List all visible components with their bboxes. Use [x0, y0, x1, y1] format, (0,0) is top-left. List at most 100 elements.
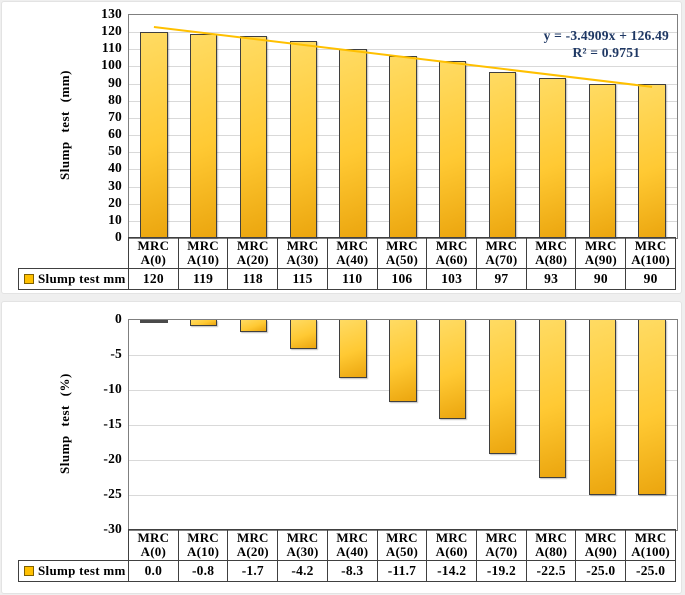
y-tick-label: -15 — [103, 416, 122, 431]
y-tick-label: -20 — [103, 451, 122, 466]
legend-swatch-icon — [24, 566, 34, 576]
y-axis-tick-labels: 130 120 110 100 90 80 70 60 50 40 30 20 10 0 — [2, 2, 122, 293]
bar-slot — [378, 15, 428, 238]
bar — [389, 56, 417, 238]
category-cell: MRC A(20) — [227, 529, 279, 561]
y-tick-label: -30 — [103, 521, 122, 536]
value-cell: 119 — [177, 268, 229, 290]
value-cell: 115 — [277, 268, 328, 290]
bar-slot — [328, 15, 378, 238]
y-axis-tick-labels: 0 -5 -10 -15 -20 -25 -30 — [2, 302, 122, 593]
bar-slot — [179, 15, 229, 238]
category-cell: MRC A(0) — [128, 237, 179, 269]
y-tick-label: 70 — [108, 108, 122, 124]
legend-cell: Slump test mm — [18, 560, 129, 582]
category-cell: MRC A(0) — [128, 529, 179, 561]
y-tick-label: 60 — [108, 126, 122, 142]
bar — [488, 71, 517, 238]
value-cell: 103 — [426, 268, 478, 290]
value-cell: -11.7 — [376, 560, 428, 582]
y-tick-label: 30 — [108, 177, 122, 193]
bar — [588, 320, 616, 495]
bar — [190, 33, 218, 238]
bar-slot — [378, 320, 428, 530]
value-cell: 97 — [476, 268, 527, 290]
value-cell: -22.5 — [525, 560, 577, 582]
bar-slot — [229, 320, 279, 530]
category-row: MRC A(0) MRC A(10) MRC A(20) MRC A(30) MRC A(40) M… — [19, 529, 676, 561]
gridline — [129, 32, 677, 34]
bar-slot — [478, 320, 528, 530]
category-cell: MRC A(40) — [326, 237, 378, 269]
value-cell: 120 — [128, 268, 179, 290]
value-row: Slump test mm 120 119 118 115 110 106 103 97 93 90… — [18, 268, 676, 290]
category-cell: MRC A(60) — [426, 529, 478, 561]
y-tick-label: 20 — [108, 194, 122, 210]
legend-swatch-icon — [24, 274, 34, 284]
value-cell: 93 — [525, 268, 577, 290]
category-cell: MRC A(20) — [227, 237, 279, 269]
gridline — [129, 460, 677, 461]
category-cell: MRC A(100) — [625, 529, 676, 561]
bar-slot — [229, 15, 279, 238]
y-tick-label: -10 — [103, 381, 122, 396]
bar-slot — [129, 320, 179, 530]
category-cell: MRC A(80) — [525, 529, 577, 561]
category-cell: MRC A(40) — [326, 529, 378, 561]
value-cell: -14.2 — [426, 560, 478, 582]
bar-slot — [627, 320, 677, 530]
bar-series — [129, 15, 677, 238]
y-tick-label: 120 — [101, 23, 122, 39]
bar — [339, 49, 367, 238]
trendline — [153, 26, 653, 88]
value-cell: -4.2 — [277, 560, 328, 582]
category-cell: MRC A(10) — [177, 529, 229, 561]
category-cell: MRC A(70) — [476, 237, 527, 269]
y-tick-label: 0 — [115, 229, 122, 244]
value-cell: 118 — [227, 268, 279, 290]
bar-slot — [528, 15, 578, 238]
bar — [239, 320, 268, 332]
data-table: MRC A(0) MRC A(10) MRC A(20) MRC A(30) MRC A(40) M… — [18, 529, 676, 582]
bar — [140, 32, 168, 238]
value-cell: -25.0 — [575, 560, 627, 582]
bar-slot — [428, 320, 478, 530]
table-spacer-cell — [19, 238, 129, 269]
category-cell: MRC A(90) — [575, 529, 627, 561]
bar — [140, 320, 168, 323]
y-tick-label: -25 — [103, 486, 122, 501]
bar — [439, 320, 467, 420]
bar-slot — [428, 15, 478, 238]
value-cell: -8.3 — [326, 560, 378, 582]
bar-slot — [528, 320, 578, 530]
value-cell: 90 — [575, 268, 627, 290]
bar — [339, 320, 367, 379]
y-tick-label: 110 — [101, 40, 122, 56]
bar-slot — [577, 320, 627, 530]
trendline-equation: y = -3.4909x + 126.49 R² = 0.9751 — [544, 27, 669, 61]
y-tick-label: 90 — [108, 74, 122, 90]
bar-slot — [278, 15, 328, 238]
category-cell: MRC A(80) — [525, 237, 577, 269]
bar-slot — [577, 15, 627, 238]
bar-slot — [179, 320, 229, 530]
category-cell: MRC A(60) — [426, 237, 478, 269]
equation-line: y = -3.4909x + 126.49 — [543, 28, 669, 43]
legend-label: Slump test mm — [38, 271, 126, 286]
gridline — [129, 425, 677, 426]
bar — [289, 320, 318, 350]
bar-slot — [129, 15, 179, 238]
value-cell: 0.0 — [128, 560, 179, 582]
value-cell: 110 — [326, 268, 378, 290]
data-table: MRC A(0) MRC A(10) MRC A(20) MRC A(30) MRC A(40) M… — [18, 237, 676, 290]
bar-slot — [328, 320, 378, 530]
bar — [638, 83, 666, 238]
value-row: Slump test mm 0.0 -0.8 -1.7 -4.2 -8.3 -11.7 -14… — [18, 560, 676, 582]
value-cell: 106 — [376, 268, 428, 290]
category-cell: MRC A(30) — [277, 529, 328, 561]
value-cell: -0.8 — [177, 560, 229, 582]
value-cell: 90 — [625, 268, 676, 290]
category-cell: MRC A(50) — [376, 529, 428, 561]
table-spacer-cell — [19, 530, 129, 561]
category-cell: MRC A(100) — [625, 237, 676, 269]
